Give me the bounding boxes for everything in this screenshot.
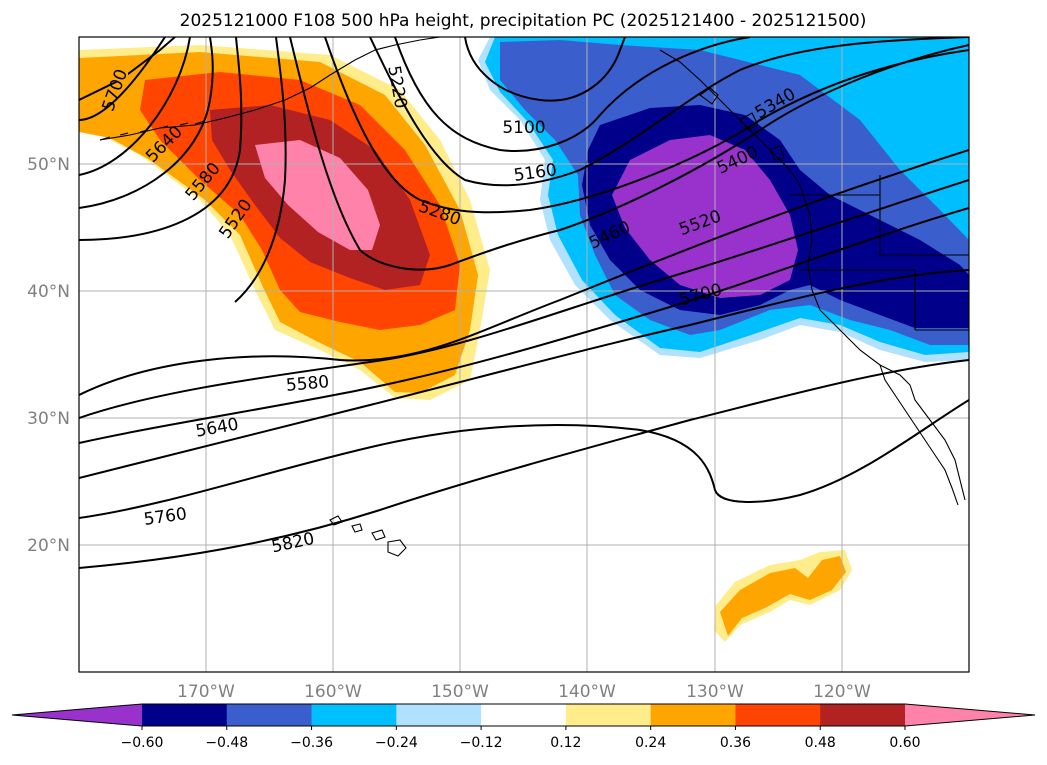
height-contour — [369, 37, 969, 187]
height-contour — [79, 269, 969, 479]
colorbar-bin — [735, 704, 821, 726]
colorbar: −0.60 −0.48 −0.36 −0.24 −0.12 0.12 0.24 0.36 0.4… — [11, 703, 1036, 751]
colorbar-tick-label: 0.60 — [889, 735, 920, 751]
height-contour — [289, 37, 969, 271]
height-contour — [324, 37, 969, 214]
height-contour — [79, 207, 969, 444]
colorbar-tick-label: −0.60 — [121, 735, 164, 751]
colorbar-tick-label: 0.48 — [805, 735, 836, 751]
map-panel: 5700 5640 5580 5520 5220 5280 5100 5160 … — [78, 36, 970, 673]
lon-label: 150°W — [431, 682, 489, 702]
height-contour — [464, 37, 626, 102]
colorbar-bin — [650, 704, 736, 726]
colorbar-bin — [905, 704, 1035, 726]
lon-label: 140°W — [558, 682, 616, 702]
colorbar-bin — [820, 704, 906, 726]
figure-title: 2025121000 F108 500 hPa height, precipit… — [180, 11, 867, 31]
precip-fill-pos-sub-024 — [720, 556, 846, 636]
height-contour — [79, 37, 214, 209]
height-contour — [234, 37, 287, 303]
height-contour — [79, 359, 969, 569]
alaska-peninsula-coast — [99, 37, 441, 141]
colorbar-tick-label: 0.24 — [635, 735, 666, 751]
gulf-of-alaska-coast — [659, 49, 966, 501]
lon-label: 120°W — [813, 682, 871, 702]
map-gridlines — [79, 37, 969, 672]
height-contour — [79, 37, 243, 241]
lat-label: 30°N — [27, 409, 70, 429]
longitude-labels: 170°W 160°W 150°W 140°W 130°W 120°W — [177, 682, 871, 702]
latitude-labels: 20°N 30°N 40°N 50°N — [27, 155, 70, 556]
colorbar-bin — [481, 704, 567, 726]
height-contour — [79, 37, 176, 101]
height-contours — [79, 37, 969, 569]
lat-label: 20°N — [27, 536, 70, 556]
colorbar-bin — [311, 704, 397, 726]
lon-label: 160°W — [304, 682, 362, 702]
height-contour — [79, 149, 969, 396]
colorbar-tick-label: 0.12 — [550, 735, 581, 751]
colorbar-tick-label: −0.12 — [460, 735, 503, 751]
colorbar-bin — [396, 704, 482, 726]
colorbar-tick-label: 0.36 — [720, 735, 751, 751]
colorbar-tick-label: −0.48 — [205, 735, 248, 751]
colorbar-bin — [142, 704, 228, 726]
map-frame — [78, 36, 970, 673]
height-contour — [394, 37, 751, 152]
lon-label: 170°W — [177, 682, 235, 702]
aleutian-islands — [99, 120, 206, 141]
lat-label: 50°N — [27, 155, 70, 175]
colorbar-tick-label: −0.36 — [290, 735, 333, 751]
precip-fill-neg-060 — [612, 135, 798, 298]
contour-label: 5580 — [285, 372, 330, 396]
lat-label: 40°N — [27, 282, 70, 302]
height-contour — [79, 37, 166, 121]
contour-label: 5100 — [502, 118, 545, 138]
colorbar-bin — [12, 704, 142, 726]
height-contour — [79, 179, 969, 419]
colorbar-bin — [226, 704, 313, 726]
colorbar-tick-label: −0.24 — [375, 735, 418, 751]
colorbar-bin — [565, 704, 652, 726]
height-contour — [79, 37, 191, 176]
lon-label: 130°W — [686, 682, 744, 702]
state-borders — [790, 175, 969, 331]
